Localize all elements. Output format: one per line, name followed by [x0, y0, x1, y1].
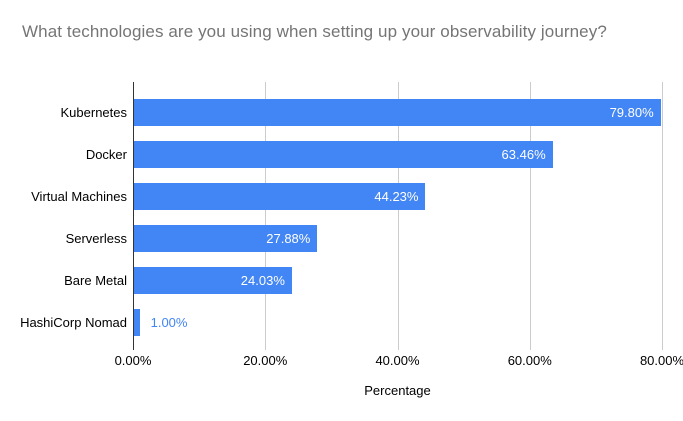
- gridline-40pct: [397, 82, 399, 350]
- x-axis-title: Percentage: [364, 383, 431, 398]
- bar-row-docker: Docker 63.46%: [86, 141, 662, 168]
- gridline-60pct: [529, 82, 531, 350]
- bar-value-label: 24.03%: [240, 273, 285, 288]
- bar-docker: 63.46%: [133, 141, 553, 168]
- bar-row-bare-metal: Bare Metal 24.03%: [64, 267, 662, 294]
- category-label: Bare Metal: [64, 273, 127, 288]
- bar-hashicorp-nomad: 1.00%: [133, 309, 187, 336]
- bar-value-label: 79.80%: [609, 105, 654, 120]
- gridline-80pct: [662, 82, 663, 350]
- bar-virtual-machines: 44.23%: [133, 183, 426, 210]
- gridline-20pct: [265, 82, 267, 350]
- bar-value-label: 44.23%: [374, 189, 419, 204]
- bar-row-kubernetes: Kubernetes 79.80%: [61, 99, 662, 126]
- x-tick-label: 20.00%: [243, 353, 288, 368]
- bar-value-label: 1.00%: [150, 315, 188, 330]
- category-label: Docker: [85, 147, 127, 162]
- chart-title: What technologies are you using when set…: [22, 22, 607, 41]
- category-label: Serverless: [65, 231, 127, 246]
- plot-area: Kubernetes 79.80% Docker 63.46% Virtual …: [20, 82, 683, 398]
- category-label: Virtual Machines: [31, 189, 127, 204]
- bar-row-virtual-machines: Virtual Machines 44.23%: [31, 183, 662, 210]
- x-tick-label: 0.00%: [114, 353, 152, 368]
- bar-value-label: 63.46%: [501, 147, 546, 162]
- bar-row-hashicorp-nomad: HashiCorp Nomad 1.00%: [20, 309, 662, 336]
- x-tick-label: 80.00%: [639, 353, 683, 368]
- y-axis-baseline: [133, 82, 134, 350]
- bar-kubernetes: 79.80%: [133, 99, 661, 126]
- category-label: HashiCorp Nomad: [20, 315, 127, 330]
- category-label: Kubernetes: [60, 105, 128, 120]
- bar-serverless: 27.88%: [133, 225, 318, 252]
- bar-value-label: 27.88%: [266, 231, 311, 246]
- x-tick-label: 40.00%: [375, 353, 420, 368]
- bar-row-serverless: Serverless 27.88%: [66, 225, 662, 252]
- x-tick-label: 60.00%: [507, 353, 552, 368]
- bar-bare-metal: 24.03%: [133, 267, 292, 294]
